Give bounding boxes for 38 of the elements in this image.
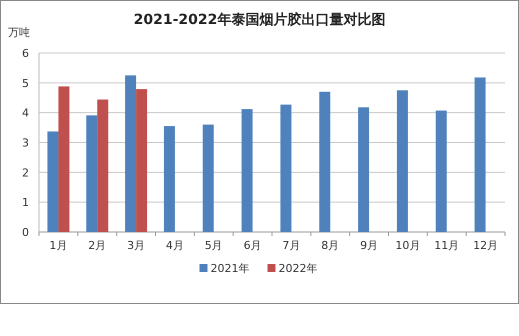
bar (202, 124, 214, 232)
x-tick-label: 2月 (88, 239, 106, 252)
y-tick-label: 2 (22, 166, 29, 180)
x-tick-label: 5月 (204, 239, 223, 252)
bar (86, 115, 98, 232)
chart-title: 2021-2022年泰国烟片胶出口量对比图 (134, 11, 386, 28)
x-tick-label: 8月 (321, 239, 340, 252)
bar (136, 89, 148, 232)
x-tick-label: 1月 (49, 239, 68, 252)
x-tick-label: 7月 (282, 239, 300, 252)
y-tick-label: 1 (22, 196, 29, 210)
bar (319, 92, 330, 232)
bar (242, 109, 253, 232)
bar (125, 75, 136, 232)
bar (474, 77, 486, 232)
legend-label: 2022年 (278, 262, 318, 275)
legend-label: 2021年 (210, 262, 250, 275)
x-tick-label: 12月 (473, 239, 498, 252)
bar (396, 90, 408, 232)
x-tick-label: 3月 (127, 239, 146, 252)
x-tick-label: 6月 (244, 239, 262, 252)
x-tick-label: 9月 (360, 239, 378, 252)
x-tick-label: 4月 (166, 239, 184, 252)
bar (47, 131, 58, 232)
y-tick-label: 6 (22, 47, 29, 60)
y-tick-label: 4 (22, 106, 29, 120)
bar (58, 86, 70, 232)
bar (97, 100, 108, 232)
y-tick-label: 0 (22, 226, 29, 239)
y-tick-label: 3 (22, 136, 29, 150)
x-tick-label: 11月 (434, 239, 460, 252)
bar (436, 110, 447, 232)
bar (358, 107, 370, 232)
bar (280, 104, 292, 232)
x-tick-label: 10月 (395, 239, 420, 252)
y-tick-label: 5 (22, 76, 29, 90)
bar (164, 126, 175, 232)
y-axis-title: 万吨 (8, 26, 30, 39)
